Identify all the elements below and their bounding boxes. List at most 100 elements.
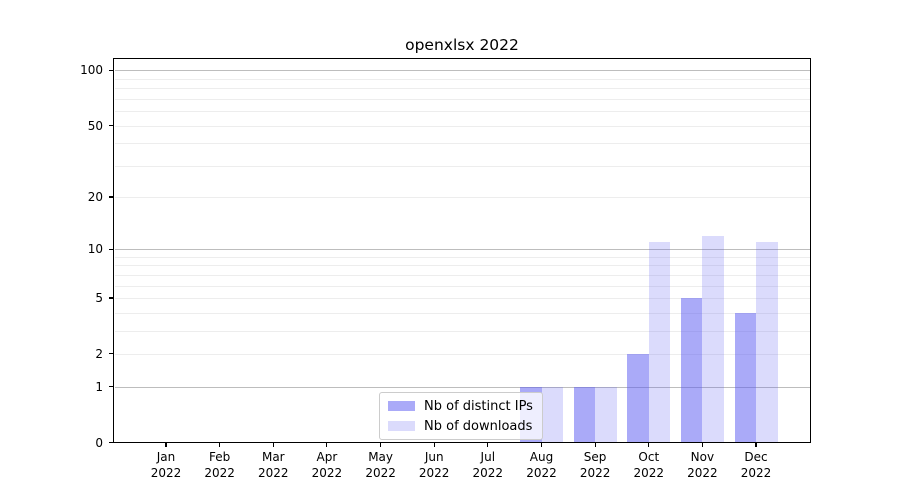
- x-axis-tick: [272, 442, 274, 447]
- minor-gridline: [114, 353, 810, 355]
- minor-gridline: [114, 78, 810, 80]
- x-tick-year: 2022: [526, 466, 557, 480]
- x-tick-label: Dec 2022: [728, 449, 784, 481]
- y-tick-label: 100: [80, 63, 103, 78]
- bar-downloads: [541, 386, 563, 443]
- y-tick-label: 50: [87, 118, 103, 133]
- minor-gridline: [114, 312, 810, 314]
- x-tick-month: Aug: [529, 450, 554, 464]
- x-tick-label: May 2022: [353, 449, 409, 481]
- y-axis-tick: [109, 441, 113, 444]
- legend-swatch-downloads-icon: [388, 421, 415, 431]
- minor-gridline: [114, 143, 810, 145]
- x-tick-month: Dec: [744, 450, 768, 464]
- major-gridline: [114, 386, 810, 388]
- x-tick-label: Jul 2022: [460, 449, 516, 481]
- y-axis-tick: [109, 297, 113, 299]
- minor-gridline: [114, 298, 810, 299]
- y-tick-label: 2: [95, 346, 103, 361]
- x-axis-tick: [594, 442, 596, 447]
- minor-gridline: [114, 125, 810, 127]
- x-tick-label: Sep 2022: [567, 449, 623, 481]
- y-axis-tick: [109, 353, 113, 355]
- x-tick-month: Jun: [424, 450, 444, 464]
- x-tick-year: 2022: [472, 466, 504, 480]
- y-axis-tick: [109, 386, 113, 388]
- x-tick-year: 2022: [150, 466, 182, 480]
- legend-label-distinct-ips: Nb of distinct IPs: [424, 398, 533, 414]
- x-axis-tick: [219, 442, 221, 447]
- bar-distinct-ips: [627, 353, 649, 443]
- x-tick-year: 2022: [365, 466, 396, 480]
- x-tick-label: Feb 2022: [192, 449, 248, 481]
- legend-label-downloads: Nb of downloads: [424, 418, 533, 434]
- x-tick-year: 2022: [418, 466, 450, 480]
- chart-title: openxlsx 2022: [405, 36, 519, 54]
- x-tick-label: Mar 2022: [245, 449, 301, 481]
- x-tick-year: 2022: [258, 466, 289, 480]
- bar-distinct-ips: [573, 386, 596, 443]
- x-tick-year: 2022: [740, 466, 772, 480]
- x-tick-label: Oct 2022: [621, 449, 677, 481]
- x-tick-month: Jan: [156, 450, 176, 464]
- minor-gridline: [114, 111, 810, 112]
- x-axis-tick: [487, 442, 489, 447]
- minor-gridline: [114, 285, 810, 287]
- x-axis-tick: [701, 442, 703, 447]
- x-axis-tick: [433, 442, 435, 447]
- x-tick-year: 2022: [633, 466, 665, 480]
- major-gridline: [114, 249, 810, 251]
- y-tick-label: 0: [95, 435, 103, 450]
- legend-swatch-distinct-ips-icon: [388, 401, 415, 411]
- x-tick-year: 2022: [204, 466, 235, 480]
- legend: Nb of distinct IPs Nb of downloads: [379, 392, 543, 440]
- x-tick-month: Jul: [480, 450, 496, 464]
- y-axis-tick: [109, 69, 113, 71]
- minor-gridline: [114, 265, 810, 267]
- bar-downloads: [702, 235, 724, 443]
- x-axis-tick: [755, 442, 757, 447]
- x-axis-tick: [648, 442, 650, 447]
- y-tick-label: 1: [95, 379, 103, 394]
- minor-gridline: [114, 256, 810, 258]
- x-tick-month: Oct: [638, 450, 660, 464]
- minor-gridline: [114, 165, 810, 167]
- legend-item-downloads: Nb of downloads: [388, 418, 533, 434]
- x-tick-label: Aug 2022: [514, 449, 570, 481]
- y-tick-label: 20: [87, 190, 103, 204]
- x-tick-year: 2022: [311, 466, 343, 480]
- x-tick-label: Apr 2022: [299, 449, 355, 481]
- x-axis-tick: [326, 442, 328, 447]
- minor-gridline: [114, 330, 810, 332]
- x-tick-month: Sep: [583, 450, 607, 464]
- x-tick-month: Nov: [690, 450, 715, 464]
- minor-gridline: [114, 274, 810, 276]
- legend-item-distinct-ips: Nb of distinct IPs: [388, 398, 533, 414]
- bar-downloads: [595, 386, 617, 443]
- minor-gridline: [114, 197, 810, 198]
- x-tick-month: Apr: [316, 450, 338, 464]
- bar-downloads: [648, 242, 671, 443]
- x-tick-month: Feb: [208, 450, 231, 464]
- x-tick-month: May: [368, 450, 393, 464]
- major-gridline: [114, 70, 810, 72]
- bar-distinct-ips: [734, 312, 756, 443]
- x-tick-label: Jun 2022: [406, 449, 462, 481]
- x-tick-label: Nov 2022: [674, 449, 730, 481]
- y-axis-tick: [109, 248, 113, 250]
- x-axis-tick: [540, 442, 543, 447]
- minor-gridline: [114, 98, 810, 100]
- y-tick-label: 5: [95, 291, 103, 305]
- bar-downloads: [756, 242, 778, 443]
- y-axis-tick: [109, 124, 113, 127]
- x-tick-label: Jan 2022: [138, 449, 194, 481]
- x-axis-tick: [165, 442, 167, 447]
- x-tick-month: Mar: [261, 450, 285, 464]
- bar-distinct-ips: [680, 298, 703, 443]
- x-axis-tick: [380, 442, 382, 447]
- y-tick-label: 10: [87, 242, 103, 257]
- y-axis-tick: [109, 196, 113, 198]
- minor-gridline: [114, 88, 810, 90]
- x-tick-year: 2022: [687, 466, 718, 480]
